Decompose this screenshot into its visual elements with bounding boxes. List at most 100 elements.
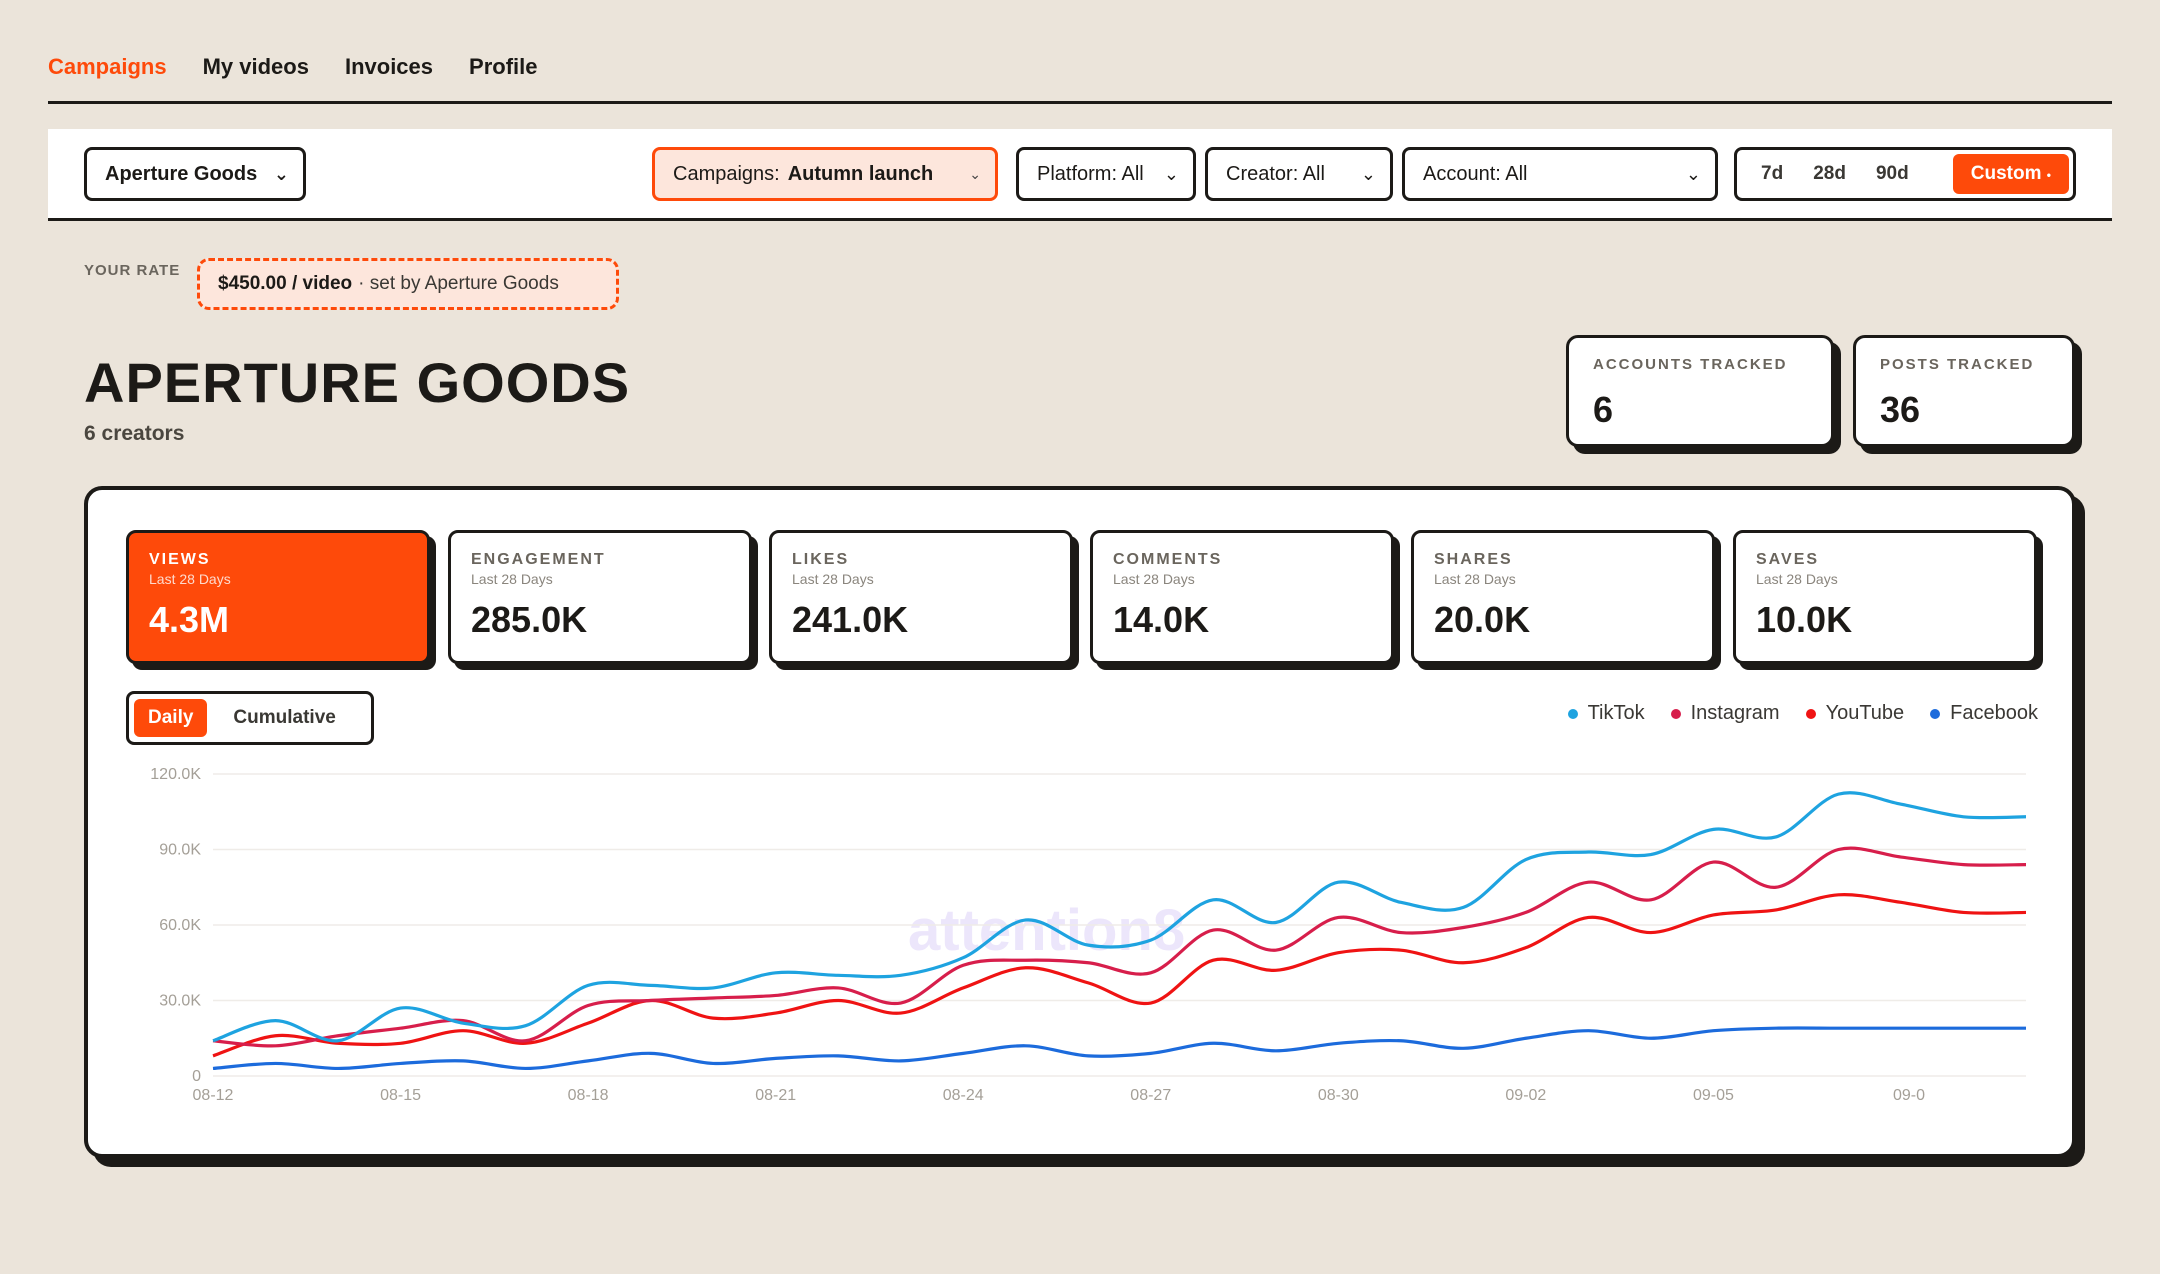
chevron-down-icon: ⌄ bbox=[1163, 163, 1179, 184]
x-tick-label: 09-02 bbox=[1505, 1087, 1546, 1104]
kpi-views[interactable]: VIEWS Last 28 Days 4.3M bbox=[126, 530, 430, 664]
kpi-value: 241.0K bbox=[792, 599, 909, 640]
top-nav: Campaigns My videos Invoices Profile bbox=[48, 40, 2112, 104]
legend-label: TikTok bbox=[1587, 702, 1645, 724]
y-axis: 0 30.0K 60.0K 90.0K 120.0K bbox=[150, 766, 201, 1085]
platform-select-value: Platform: All bbox=[1037, 162, 1144, 185]
kpi-label: LIKES bbox=[792, 551, 850, 568]
brand-select[interactable]: Aperture Goods ⌄ bbox=[84, 147, 306, 201]
legend-item-tiktok[interactable]: TikTok bbox=[1567, 702, 1645, 725]
legend-dot-facebook bbox=[1930, 708, 1941, 719]
legend-label: Facebook bbox=[1950, 702, 2038, 724]
kpi-value: 10.0K bbox=[1756, 599, 1853, 640]
toggle-daily[interactable]: Daily bbox=[134, 699, 208, 737]
x-tick-label: 09-05 bbox=[1693, 1087, 1734, 1104]
creator-select-value: Creator: All bbox=[1226, 162, 1325, 185]
nav-profile[interactable]: Profile bbox=[469, 53, 538, 79]
kpi-label: SAVES bbox=[1756, 551, 1820, 568]
legend-dot-youtube bbox=[1805, 708, 1816, 719]
y-tick-label: 60.0K bbox=[159, 917, 201, 934]
legend-label: Instagram bbox=[1690, 702, 1780, 724]
platform-select[interactable]: Platform: All ⌄ bbox=[1016, 147, 1196, 201]
legend-item-instagram[interactable]: Instagram bbox=[1670, 702, 1780, 725]
accounts-tracked-value: 6 bbox=[1593, 389, 1614, 430]
series-line-tiktok bbox=[212, 791, 2027, 1043]
posts-tracked-card: POSTS TRACKED 36 bbox=[1853, 335, 2075, 447]
filter-bar: Aperture Goods ⌄ Campaigns: Autumn launch… bbox=[48, 129, 2112, 221]
series-line-facebook bbox=[212, 1026, 2026, 1071]
rate-label: YOUR RATE bbox=[84, 262, 181, 279]
account-select[interactable]: Account: All ⌄ bbox=[1402, 147, 1718, 201]
brand-select-value: Aperture Goods bbox=[105, 162, 258, 185]
x-axis: 08-12 08-15 08-18 08-21 08-24 08-27 08-30 09-02… bbox=[193, 1087, 1926, 1104]
posts-tracked-label: POSTS TRACKED bbox=[1880, 356, 2035, 373]
kpi-value: 20.0K bbox=[1434, 599, 1531, 640]
kpi-shares[interactable]: SHARES Last 28 Days 20.0K bbox=[1411, 530, 1715, 664]
x-tick-label: 08-24 bbox=[943, 1087, 984, 1104]
range-28d[interactable]: 28d bbox=[1813, 163, 1846, 184]
kpi-label: COMMENTS bbox=[1113, 551, 1223, 568]
rate-pill: $450.00 / video · set by Aperture Goods bbox=[197, 258, 619, 310]
legend-label: YouTube bbox=[1825, 702, 1905, 724]
range-custom[interactable]: Custom • bbox=[1952, 154, 2069, 194]
kpi-saves[interactable]: SAVES Last 28 Days 10.0K bbox=[1733, 530, 2037, 664]
range-90d[interactable]: 90d bbox=[1875, 163, 1909, 184]
kpi-sub: Last 28 Days bbox=[1113, 571, 1195, 587]
kpi-comments[interactable]: COMMENTS Last 28 Days 14.0K bbox=[1090, 530, 1394, 664]
kpi-label: SHARES bbox=[1434, 551, 1513, 568]
watermark: attention8 bbox=[908, 898, 1185, 963]
x-tick-label: 08-21 bbox=[755, 1087, 796, 1104]
nav-my-videos[interactable]: My videos bbox=[202, 53, 309, 79]
nav-invoices[interactable]: Invoices bbox=[344, 53, 434, 79]
kpi-sub: Last 28 Days bbox=[1434, 571, 1516, 587]
posts-tracked-value: 36 bbox=[1880, 389, 1921, 430]
legend-item-facebook[interactable]: Facebook bbox=[1930, 702, 2038, 725]
series-line-instagram bbox=[212, 846, 2027, 1048]
kpi-sub: Last 28 Days bbox=[149, 571, 231, 587]
chart-mode-toggle: Daily Cumulative bbox=[126, 691, 374, 745]
range-7d[interactable]: 7d bbox=[1761, 163, 1784, 184]
campaigns-select-label: Campaigns: bbox=[673, 162, 780, 185]
kpi-value: 14.0K bbox=[1113, 599, 1210, 640]
date-range-selector: 7d 28d 90d Custom • bbox=[1734, 147, 2076, 201]
rate-set-by: · set by Aperture Goods bbox=[358, 273, 559, 294]
chart-series bbox=[212, 791, 2027, 1071]
page-subtitle: 6 creators bbox=[84, 422, 185, 445]
chart-legend: TikTok Instagram YouTube Facebook bbox=[1567, 702, 2038, 725]
chevron-down-icon: • bbox=[2046, 168, 2051, 182]
x-tick-label: 08-12 bbox=[193, 1087, 234, 1104]
metrics-panel: VIEWS Last 28 Days 4.3M ENGAGEMENT Last … bbox=[84, 486, 2076, 1158]
chevron-down-icon: ⌄ bbox=[1685, 163, 1701, 184]
x-tick-label: 08-27 bbox=[1130, 1087, 1171, 1104]
chart-grid bbox=[213, 773, 2026, 1077]
rate-amount: $450.00 / video bbox=[218, 273, 353, 294]
nav-campaigns[interactable]: Campaigns bbox=[48, 53, 167, 79]
x-tick-label: 08-15 bbox=[380, 1087, 421, 1104]
range-custom-label: Custom bbox=[1970, 163, 2042, 184]
kpi-label: VIEWS bbox=[149, 551, 211, 568]
campaigns-select[interactable]: Campaigns: Autumn launch ⌄ bbox=[652, 147, 998, 201]
x-tick-label: 08-30 bbox=[1318, 1087, 1359, 1104]
kpi-value: 285.0K bbox=[471, 599, 588, 640]
series-line-youtube bbox=[212, 893, 2027, 1058]
y-tick-label: 30.0K bbox=[159, 993, 201, 1010]
chevron-down-icon: ⌄ bbox=[273, 163, 289, 184]
y-tick-label: 90.0K bbox=[159, 842, 201, 859]
accounts-tracked-label: ACCOUNTS TRACKED bbox=[1593, 356, 1788, 373]
kpi-likes[interactable]: LIKES Last 28 Days 241.0K bbox=[769, 530, 1073, 664]
accounts-tracked-card: ACCOUNTS TRACKED 6 bbox=[1566, 335, 1834, 447]
chevron-down-icon: ⌄ bbox=[969, 165, 981, 182]
kpi-value: 4.3M bbox=[149, 599, 230, 640]
kpi-engagement[interactable]: ENGAGEMENT Last 28 Days 285.0K bbox=[448, 530, 752, 664]
x-tick-label: 09-0 bbox=[1893, 1087, 1925, 1104]
y-tick-label: 120.0K bbox=[150, 766, 201, 783]
page-title: APERTURE GOODS bbox=[84, 351, 631, 414]
legend-item-youtube[interactable]: YouTube bbox=[1805, 702, 1905, 725]
x-tick-label: 08-18 bbox=[568, 1087, 609, 1104]
creator-select[interactable]: Creator: All ⌄ bbox=[1205, 147, 1393, 201]
chevron-down-icon: ⌄ bbox=[1360, 163, 1376, 184]
toggle-cumulative[interactable]: Cumulative bbox=[233, 707, 336, 728]
campaigns-select-value: Autumn launch bbox=[787, 162, 934, 185]
legend-dot-tiktok bbox=[1567, 708, 1578, 719]
